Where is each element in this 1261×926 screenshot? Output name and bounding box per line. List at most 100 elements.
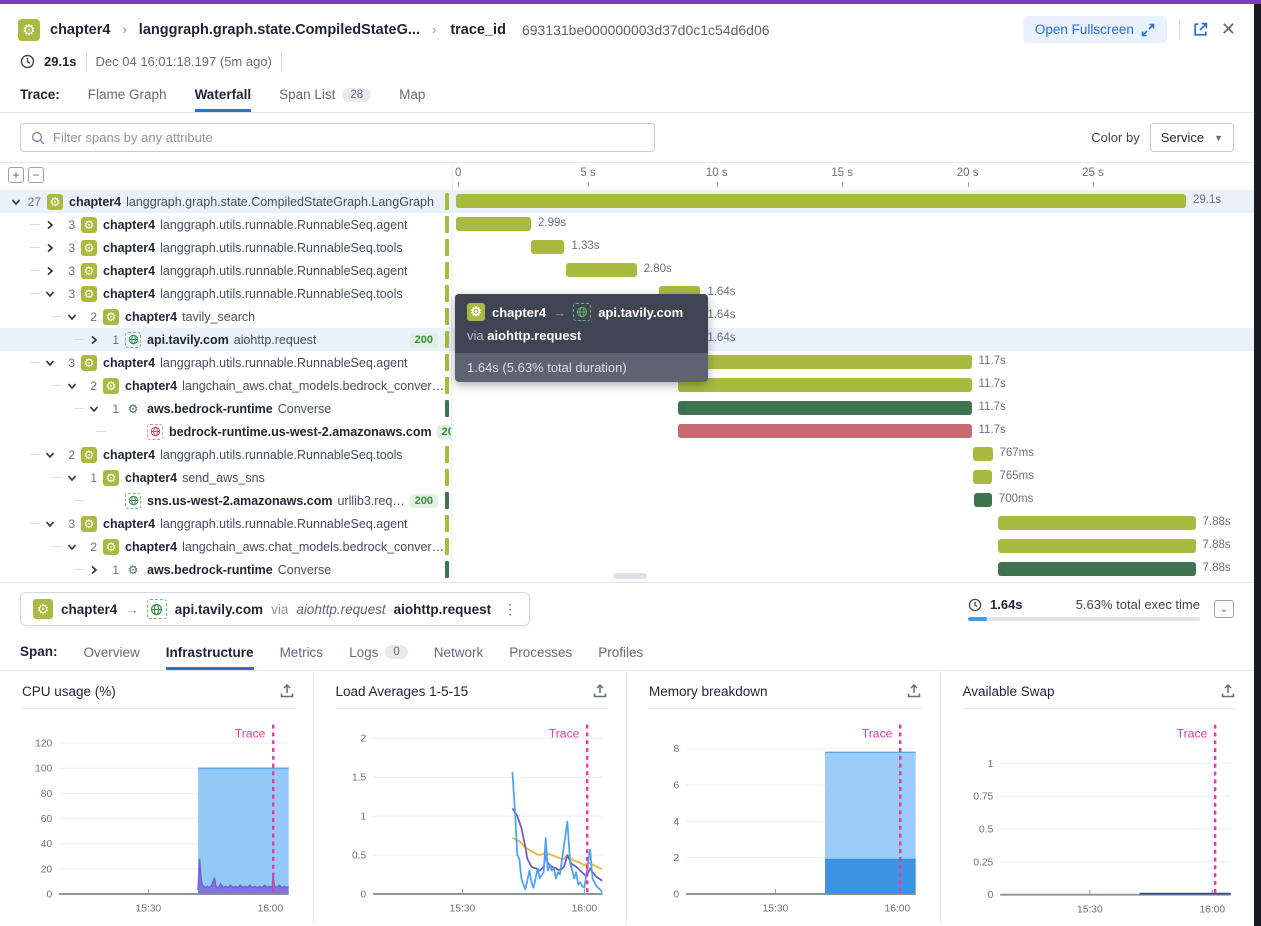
- collapse-panel-icon[interactable]: ⌄: [1214, 600, 1234, 618]
- span-tab-processes[interactable]: Processes: [509, 644, 573, 660]
- span-row[interactable]: 3 ⚙ chapter4 langgraph.utils.runnable.Runna…: [0, 259, 1254, 282]
- tab-map[interactable]: Map: [399, 87, 426, 102]
- span-row[interactable]: bedrock-runtime.us-west-2.amazonaws.comu…: [0, 420, 1254, 443]
- span-filter-box[interactable]: [20, 123, 655, 152]
- caret-down-icon[interactable]: [42, 286, 58, 302]
- caret-down-icon[interactable]: [64, 378, 80, 394]
- expand-all-button[interactable]: +: [8, 167, 24, 183]
- span-duration-bar[interactable]: [973, 470, 993, 484]
- service-color-strip: [445, 331, 449, 348]
- service-color-strip: [445, 561, 449, 578]
- descendant-count: 2: [68, 447, 75, 462]
- span-duration-bar[interactable]: [531, 240, 565, 254]
- caret-right-icon[interactable]: [86, 562, 102, 578]
- span-row[interactable]: sns.us-west-2.amazonaws.com urllib3.reque…: [0, 489, 1254, 512]
- chart-plot: 0 20 40 60 80 100 120 15:30 16:00 Trace: [35, 724, 290, 915]
- span-duration-bar[interactable]: [456, 217, 531, 231]
- caret-right-icon[interactable]: [42, 263, 58, 279]
- span-tab-metrics[interactable]: Metrics: [279, 644, 324, 660]
- panel-resize-handle[interactable]: [613, 573, 647, 579]
- span-service-name: chapter4: [125, 539, 178, 554]
- caret-down-icon[interactable]: [86, 401, 102, 417]
- span-row[interactable]: 1 ⚙ aws.bedrock-runtime Converse 11.7s: [0, 397, 1254, 420]
- chart-title: Load Averages 1-5-15: [335, 683, 469, 699]
- span-row[interactable]: 2 ⚙ chapter4 langchain_aws.chat_models.bedr…: [0, 535, 1254, 558]
- tab-waterfall[interactable]: Waterfall: [194, 87, 252, 112]
- service-gears-icon: ⚙: [81, 446, 97, 463]
- export-chart-icon[interactable]: [279, 683, 295, 699]
- caret-down-icon[interactable]: [42, 355, 58, 371]
- span-duration-bar[interactable]: [678, 401, 972, 415]
- background-window-strip: [1254, 4, 1261, 926]
- service-gears-icon: ⚙: [81, 216, 97, 233]
- span-row[interactable]: 1 ⚙ aws.bedrock-runtime Converse 7.88s: [0, 558, 1254, 581]
- tree-guide: [52, 477, 62, 478]
- span-duration-bar[interactable]: [678, 355, 972, 369]
- span-filter-input[interactable]: [53, 130, 644, 145]
- tree-guide: [52, 385, 62, 386]
- color-by-select[interactable]: Service ▼: [1149, 123, 1234, 152]
- close-icon[interactable]: ✕: [1220, 19, 1236, 39]
- tab-span-list[interactable]: Span List 28: [279, 87, 372, 112]
- axis-tick-label: 5 s: [580, 167, 596, 187]
- span-row[interactable]: 3 ⚙ chapter4 langgraph.utils.runnable.Runna…: [0, 512, 1254, 535]
- span-duration-bar[interactable]: [566, 263, 637, 277]
- span-tab-infrastructure[interactable]: Infrastructure: [165, 645, 254, 670]
- open-in-new-tab-icon[interactable]: [1192, 21, 1209, 38]
- caret-right-icon[interactable]: [42, 217, 58, 233]
- span-duration-label: 11.7s: [978, 355, 1006, 367]
- span-duration-label: 11.7s: [978, 378, 1006, 390]
- breadcrumb-service[interactable]: chapter4: [50, 21, 111, 38]
- globe-icon: [147, 423, 163, 440]
- export-chart-icon[interactable]: [1220, 683, 1236, 699]
- collapse-all-button[interactable]: −: [28, 167, 44, 183]
- span-row[interactable]: 2 ⚙ chapter4 langchain_aws.chat_models.bedr…: [0, 374, 1254, 397]
- breadcrumb-resource[interactable]: langgraph.graph.state.CompiledStateG...: [138, 21, 420, 38]
- kebab-menu-icon[interactable]: ⋮: [503, 600, 518, 617]
- span-tab-profiles[interactable]: Profiles: [598, 644, 644, 660]
- span-tab-overview[interactable]: Overview: [83, 644, 140, 660]
- span-duration-label: 1.64s: [707, 286, 736, 298]
- span-row[interactable]: 2 ⚙ chapter4 langgraph.utils.runnable.Runna…: [0, 443, 1254, 466]
- span-duration-label: 1.64s: [707, 332, 736, 344]
- export-chart-icon[interactable]: [592, 683, 608, 699]
- caret-down-icon[interactable]: [42, 447, 58, 463]
- caret-right-icon[interactable]: [86, 332, 102, 348]
- divider: [85, 51, 87, 71]
- span-row[interactable]: 3 ⚙ chapter4 langgraph.utils.runnable.Runna…: [0, 213, 1254, 236]
- span-row[interactable]: 1 ⚙ chapter4 send_aws_sns 765ms: [0, 466, 1254, 489]
- globe-icon: [125, 331, 141, 348]
- span-duration-bar[interactable]: [678, 424, 972, 438]
- chart-plot: 0 2 4 6 8 15:30 16:00 Trace: [673, 724, 916, 915]
- caret-right-icon[interactable]: [42, 240, 58, 256]
- service-color-strip: [445, 377, 449, 394]
- span-service-name: chapter4: [103, 447, 156, 462]
- span-tab-logs[interactable]: Logs 0: [349, 645, 408, 670]
- divider: [280, 51, 282, 71]
- tab-badge: 28: [342, 87, 372, 102]
- descendant-count: 27: [27, 194, 41, 209]
- span-duration-bar[interactable]: [973, 447, 993, 461]
- open-fullscreen-button[interactable]: Open Fullscreen: [1022, 16, 1167, 43]
- caret-down-icon[interactable]: [64, 539, 80, 555]
- span-row[interactable]: 3 ⚙ chapter4 langgraph.utils.runnable.Runna…: [0, 351, 1254, 374]
- span-row[interactable]: 27 ⚙ chapter4 langgraph.graph.state.Compile…: [0, 190, 1254, 213]
- caret-down-icon[interactable]: [42, 516, 58, 532]
- span-duration-bar[interactable]: [456, 194, 1186, 208]
- caret-down-icon[interactable]: [8, 194, 24, 210]
- export-chart-icon[interactable]: [906, 683, 922, 699]
- span-duration-bar[interactable]: [997, 516, 1196, 530]
- span-duration-bar[interactable]: [997, 539, 1196, 553]
- tree-guide: [30, 293, 40, 294]
- caret-down-icon[interactable]: [64, 470, 80, 486]
- span-tab-network[interactable]: Network: [433, 644, 484, 660]
- tree-guide: [30, 523, 40, 524]
- span-duration-bar[interactable]: [974, 493, 992, 507]
- span-identity-chip[interactable]: ⚙ chapter4 → api.tavily.com via aiohttp.…: [20, 592, 531, 626]
- caret-down-icon[interactable]: [64, 309, 80, 325]
- span-duration-bar[interactable]: [678, 378, 972, 392]
- tab-flame-graph[interactable]: Flame Graph: [87, 87, 167, 102]
- svg-text:15:30: 15:30: [763, 904, 789, 915]
- span-row[interactable]: 3 ⚙ chapter4 langgraph.utils.runnable.Runna…: [0, 236, 1254, 259]
- span-duration-bar[interactable]: [997, 562, 1196, 576]
